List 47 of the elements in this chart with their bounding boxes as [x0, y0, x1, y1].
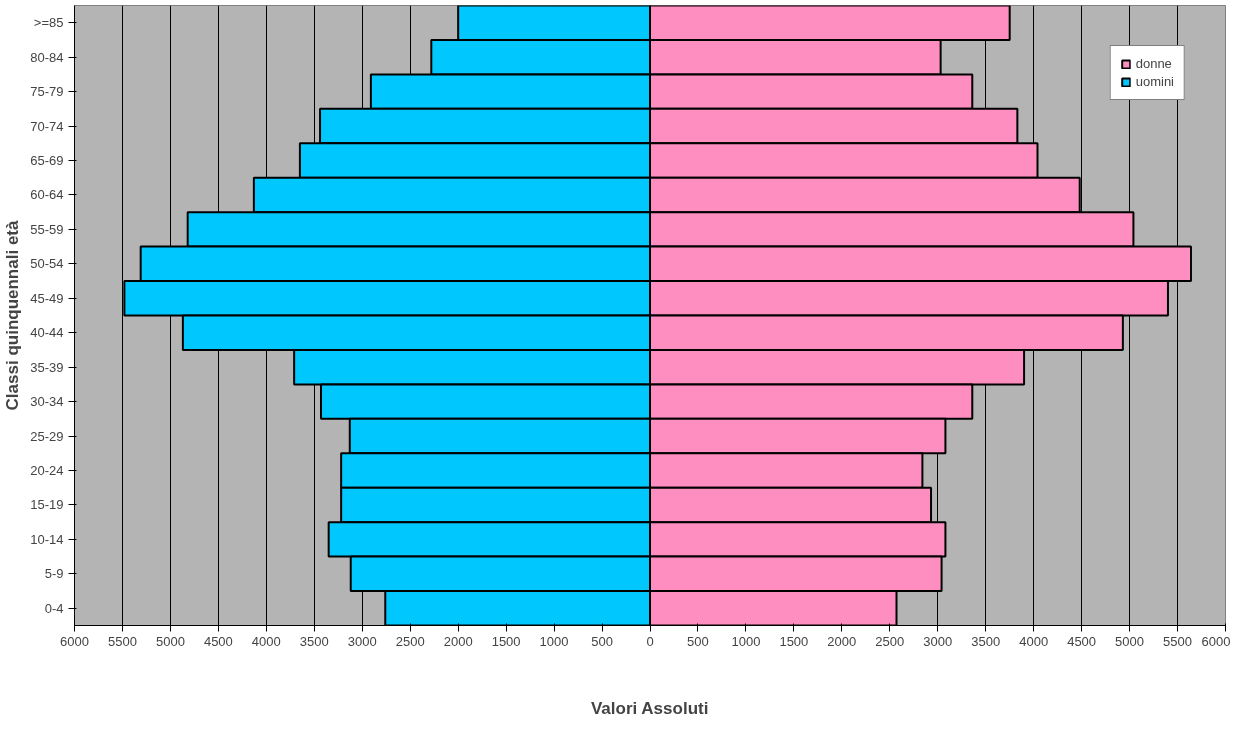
y-tick-label: 35-39: [30, 359, 64, 375]
x-tick-label: 3000: [923, 633, 953, 649]
x-tick-label: 2500: [395, 633, 425, 649]
x-tick-label: 1000: [539, 633, 569, 649]
y-tick-label: 0-4: [44, 600, 64, 616]
y-tick-label: 20-24: [30, 463, 64, 478]
y-tick-label: 45-49: [30, 290, 64, 306]
x-tick-label: 6000: [60, 633, 89, 649]
y-tick-label: 60-64: [30, 187, 64, 203]
y-tick-label: 80-84: [30, 49, 64, 65]
x-tick-label: 1500: [491, 633, 521, 649]
x-tick-label: 0: [646, 633, 654, 649]
x-tick-label: 4500: [203, 633, 233, 649]
y-tick-label: >=85: [33, 15, 64, 31]
x-tick-label: 5000: [155, 633, 185, 649]
y-tick-label: 65-69: [30, 153, 64, 168]
y-tick-label: 70-74: [30, 118, 64, 134]
x-tick-label: 5500: [108, 633, 137, 649]
y-tick-label: 55-59: [30, 221, 64, 237]
legend-label: uomini: [1135, 74, 1174, 89]
x-tick-label: 4500: [1067, 633, 1097, 649]
y-tick-label: 40-44: [30, 325, 64, 341]
y-axis-title: Classi quinquennali età: [3, 220, 23, 411]
x-tick-label: 2000: [827, 633, 857, 649]
x-tick-label: 3000: [347, 633, 377, 649]
x-tick-label: 4000: [1019, 633, 1049, 649]
x-tick-label: 2000: [443, 633, 473, 649]
x-tick-label: 1000: [731, 633, 761, 649]
legend-label: donne: [1135, 56, 1172, 71]
y-tick-label: 30-34: [30, 394, 64, 410]
y-tick-label: 50-54: [30, 256, 64, 272]
x-tick-label: 5500: [1163, 633, 1192, 649]
x-tick-label: 4000: [251, 633, 281, 649]
y-tick-label: 15-19: [30, 497, 64, 513]
x-tick-label: 2500: [875, 633, 905, 649]
x-tick-label: 500: [591, 633, 613, 649]
y-tick-label: 75-79: [30, 84, 64, 100]
x-tick-label: 1500: [779, 633, 809, 649]
y-tick-label: 5-9: [44, 566, 64, 582]
x-tick-label: 5000: [1115, 633, 1145, 649]
x-axis-title: Valori Assoluti: [590, 698, 709, 718]
y-tick-label: 25-29: [30, 428, 64, 444]
x-tick-label: 3500: [299, 633, 329, 649]
x-tick-label: 6000: [1201, 633, 1231, 649]
y-tick-label: 10-14: [30, 531, 64, 547]
x-tick-label: 3500: [971, 633, 1001, 649]
x-tick-label: 500: [687, 633, 709, 649]
